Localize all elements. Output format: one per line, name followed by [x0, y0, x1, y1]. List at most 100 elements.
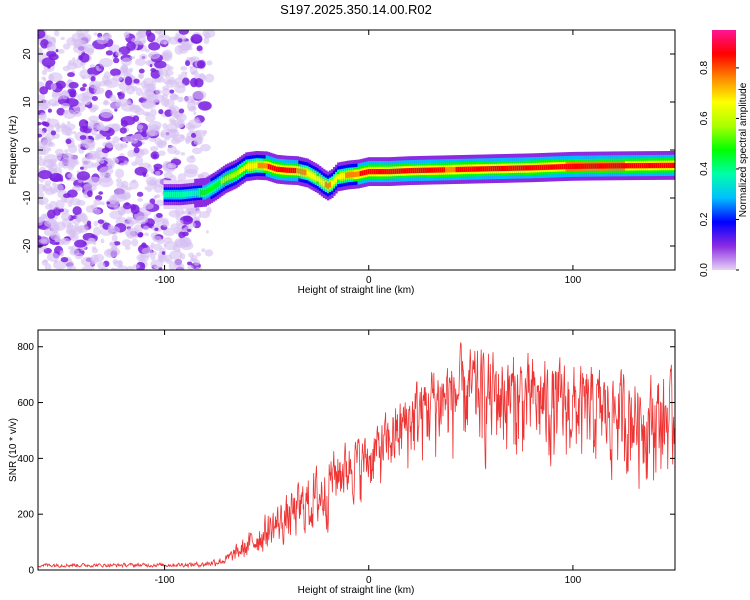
spectrogram-noise-blob	[98, 166, 114, 176]
spectrogram-noise-blob	[102, 32, 112, 41]
spectrogram-noise-blob	[149, 146, 159, 152]
spectrogram-noise-blob	[153, 163, 163, 170]
spectrogram-ridge-cell	[249, 163, 252, 169]
spectrogram-noise-blob	[66, 266, 72, 270]
spectrogram-ridge-cell	[541, 164, 544, 171]
spectrogram-noise-blob	[69, 248, 80, 256]
spectrogram-noise-blob	[149, 108, 157, 117]
spectrogram-noise-blob	[156, 213, 163, 219]
y-tick-label: 200	[17, 510, 34, 521]
spectrogram-noise	[38, 30, 216, 270]
spectrogram-noise-blob	[202, 30, 216, 38]
spectrogram-ridge-cell	[173, 192, 177, 198]
spectrogram-ridge-cell	[573, 163, 577, 169]
spectrogram-ridge-cell	[390, 168, 393, 175]
spectrogram-noise-blob	[46, 252, 60, 262]
snr-series-line	[38, 341, 675, 569]
spectrogram-ridge-cell	[665, 162, 669, 169]
spectrogram-noise-blob	[76, 171, 91, 181]
spectrogram-noise-blob	[48, 74, 55, 82]
spectrogram-ridge-cell	[333, 178, 336, 184]
spectrogram-noise-blob	[54, 30, 60, 37]
spectrogram-noise-blob	[157, 255, 165, 262]
spectrogram-noise-blob	[66, 189, 78, 198]
spectrogram-noise-blob	[105, 50, 113, 56]
spectrogram-ridge-cell	[241, 167, 244, 173]
spectrogram-noise-blob	[105, 136, 111, 140]
spectrogram-noise-blob	[150, 151, 160, 160]
spectrogram-ridge-cell	[469, 166, 473, 172]
spectrogram-ridge-cell	[602, 163, 606, 169]
spectrogram-noise-blob	[86, 150, 101, 160]
spectrogram-noise-blob	[67, 158, 77, 168]
spectrogram-noise-blob	[136, 191, 144, 197]
spectrogram-noise-blob	[60, 237, 71, 245]
y-tick-label: 10	[22, 96, 33, 108]
spectrogram-noise-blob	[38, 94, 46, 101]
spectrogram-noise-blob	[150, 69, 161, 79]
spectrogram-noise-blob	[39, 146, 49, 156]
x-tick-label: -100	[155, 575, 175, 586]
spectrogram-noise-blob	[112, 158, 119, 164]
spectrogram-ridge-cell	[584, 163, 587, 169]
spectrogram-noise-blob	[84, 120, 89, 124]
spectrogram-ridge-cell	[535, 164, 538, 171]
spectrogram-ridge-cell	[502, 165, 506, 172]
spectrogram-ridge-cell	[230, 173, 234, 179]
spectrogram-ridge-cell	[380, 168, 383, 175]
spectrogram-noise-blob	[175, 207, 184, 217]
spectrogram-ridge-cell	[351, 171, 355, 178]
spectrogram-ridge-cell	[422, 167, 426, 173]
spectrogram-noise-blob	[57, 125, 63, 129]
spectrogram-ridge-cell	[498, 165, 502, 172]
spectrogram-noise-blob	[41, 259, 48, 266]
spectrogram-noise-blob	[142, 225, 150, 231]
spectrogram-noise-blob	[170, 109, 178, 115]
spectrogram-noise-blob	[103, 99, 109, 105]
spectrogram-ridge-cell	[671, 162, 675, 169]
spectrogram-noise-blob	[141, 242, 147, 248]
spectrogram-ridge-cell	[237, 169, 240, 176]
spectrogram-ridge-cell	[600, 163, 604, 169]
spectrogram-noise-blob	[187, 46, 193, 51]
spectrogram-ridge-cell	[275, 166, 279, 172]
spectrogram-ridge-cell	[345, 172, 348, 178]
spectrogram-ridge-cell	[245, 164, 248, 170]
colorbar-tick-label: 0.8	[699, 61, 710, 75]
spectrogram-noise-blob	[120, 90, 126, 94]
spectrogram-noise-blob	[123, 160, 129, 166]
spectrogram-noise-blob	[41, 184, 53, 192]
spectrogram-noise-blob	[149, 64, 153, 68]
spectrogram-noise-blob	[113, 205, 120, 210]
spectrogram-ridge-cell	[563, 163, 567, 170]
spectrogram-ridge-cell	[167, 192, 171, 198]
spectrogram-noise-blob	[65, 209, 70, 213]
spectrogram-ridge-cell	[233, 172, 236, 178]
spectrogram-ridge-cell	[637, 163, 640, 169]
spectrogram-noise-blob	[145, 30, 152, 37]
spectrogram-noise-blob	[148, 51, 161, 60]
spectrogram-ridge-cell	[341, 173, 344, 179]
spectrogram-noise-blob	[131, 238, 139, 247]
spectrogram-ridge-cell	[488, 166, 491, 172]
spectrogram-ridge-cell	[163, 192, 167, 198]
spectrogram-noise-blob	[162, 217, 169, 225]
spectrogram-noise-blob	[193, 111, 197, 116]
spectrogram-noise-blob	[137, 197, 144, 202]
spectrogram-ridge-cell	[549, 164, 553, 170]
spectrogram-ridge-cell	[618, 163, 622, 169]
spectrogram-ridge-cell	[337, 174, 340, 180]
spectrogram-noise-blob	[178, 108, 185, 114]
spectrogram-noise-blob	[205, 230, 209, 234]
spectrogram-ridge-cell	[496, 165, 499, 172]
spectrogram-noise-blob	[139, 53, 148, 60]
spectrogram-noise-blob	[72, 206, 82, 216]
spectrogram-noise-blob	[83, 44, 95, 54]
spectrogram-noise-blob	[54, 235, 62, 243]
spectrogram-ridge-cell	[620, 163, 624, 169]
spectrogram-noise-blob	[92, 208, 102, 215]
x-tick-label: -100	[155, 275, 175, 286]
spectrogram-ridge-cell	[437, 167, 440, 173]
spectrogram-noise-blob	[206, 60, 213, 66]
spectrogram-ridge-cell	[557, 164, 561, 170]
